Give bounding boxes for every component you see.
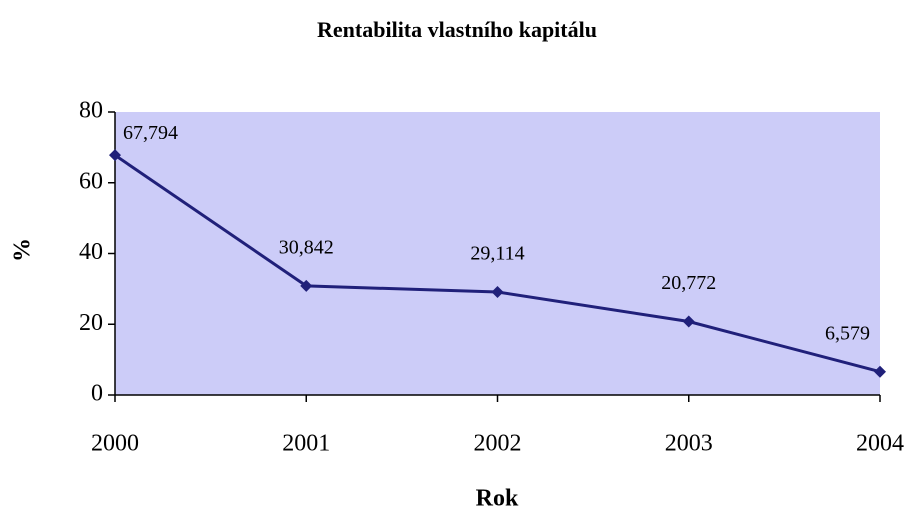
data-label: 6,579 (825, 322, 870, 344)
x-tick-label: 2004 (856, 431, 904, 457)
y-tick-label: 0 (91, 381, 103, 407)
y-tick-label: 20 (79, 310, 103, 336)
y-tick-label: 40 (79, 239, 103, 265)
x-tick-label: 2001 (282, 431, 330, 457)
x-tick-label: 2002 (474, 431, 522, 457)
data-label: 20,772 (661, 272, 716, 294)
y-tick-label: 80 (79, 98, 103, 124)
y-axis-label: % (10, 238, 36, 262)
x-axis-label: Rok (476, 486, 519, 512)
plot-area (115, 112, 880, 395)
data-point (491, 286, 504, 299)
data-label: 67,794 (123, 122, 178, 144)
data-label: 29,114 (470, 243, 524, 265)
data-label: 30,842 (279, 236, 334, 258)
chart-title: Rentabilita vlastního kapitálu (317, 17, 597, 42)
data-point (874, 365, 886, 378)
data-point (682, 315, 695, 328)
y-tick-label: 60 (79, 168, 103, 194)
x-tick-label: 2000 (91, 431, 139, 457)
data-point (300, 279, 313, 292)
data-point (109, 149, 121, 162)
x-tick-label: 2003 (665, 431, 713, 457)
